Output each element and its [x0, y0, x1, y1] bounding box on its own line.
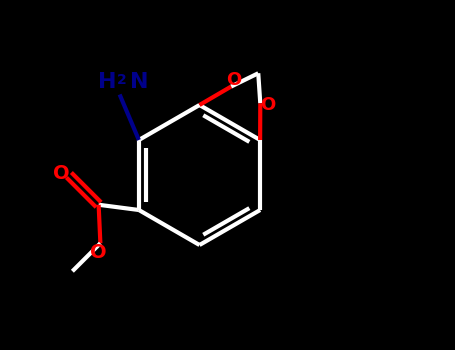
- Text: H: H: [98, 72, 116, 92]
- Text: O: O: [53, 164, 70, 183]
- Text: N: N: [130, 72, 149, 92]
- Text: 2: 2: [116, 73, 126, 87]
- Text: O: O: [90, 243, 107, 261]
- Text: O: O: [226, 71, 242, 89]
- Text: O: O: [260, 96, 276, 114]
